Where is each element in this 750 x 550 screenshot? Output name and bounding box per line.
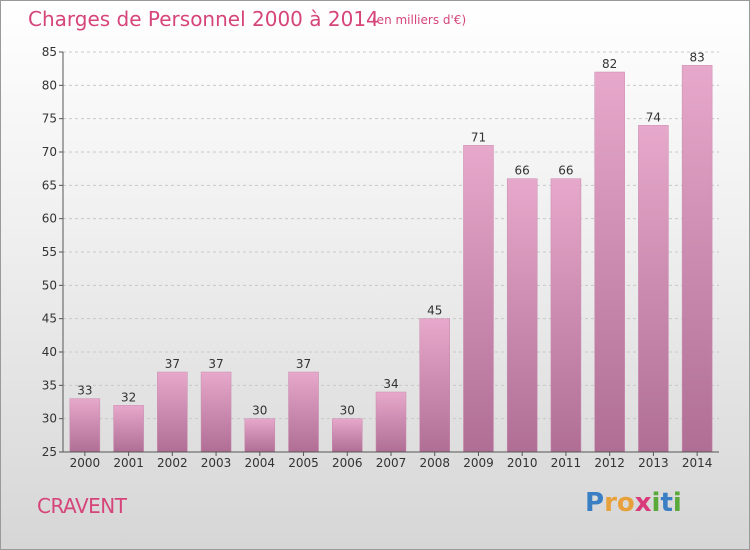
x-tick-label: 2009 [463, 456, 494, 470]
logo-letter: o [616, 488, 635, 518]
x-tick-label: 2011 [551, 456, 582, 470]
bar-value-label: 33 [77, 384, 92, 398]
bars: 33 32 37 37 30 37 30 34 45 71 66 66 82 74 83 [69, 50, 713, 453]
logo-letter: x [634, 488, 652, 518]
logo-letter: i [651, 488, 661, 518]
bar-value-label: 71 [471, 130, 486, 144]
axes: 25 30 35 40 45 50 55 60 65 70 75 80 85 2000 2001 2002 20… [42, 45, 719, 470]
bar-value-label: 30 [252, 404, 267, 418]
bar [157, 371, 188, 453]
y-tick-label: 50 [42, 278, 57, 292]
bar [419, 318, 450, 453]
logo-letter: t [660, 488, 673, 518]
x-tick-label: 2006 [332, 456, 363, 470]
x-tick-label: 2003 [201, 456, 232, 470]
x-tick-label: 2008 [419, 456, 450, 470]
y-tick-label: 40 [42, 345, 57, 359]
y-tick-label: 75 [42, 112, 57, 126]
x-tick-label: 2010 [507, 456, 538, 470]
logo-letter: i [672, 488, 682, 518]
bar [463, 145, 494, 453]
x-tick-label: 2005 [288, 456, 319, 470]
bar [506, 178, 538, 453]
bar-value-label: 34 [383, 377, 398, 391]
bar [113, 405, 144, 453]
bar-value-label: 74 [646, 110, 661, 124]
bar [594, 71, 625, 453]
x-tick-label: 2013 [638, 456, 669, 470]
bar-value-label: 37 [208, 357, 223, 371]
bar-value-label: 37 [165, 357, 180, 371]
logo-letter: P [585, 488, 605, 518]
y-tick-label: 65 [42, 178, 57, 192]
bar [69, 398, 101, 453]
x-tick-label: 2012 [594, 456, 625, 470]
y-tick-label: 45 [42, 312, 57, 326]
y-tick-label: 35 [42, 378, 57, 392]
bar-value-label: 30 [340, 404, 355, 418]
logo-letter: r [604, 488, 617, 518]
y-tick-label: 70 [42, 145, 57, 159]
x-tick-label: 2014 [682, 456, 713, 470]
y-tick-label: 80 [42, 78, 57, 92]
bar-value-label: 82 [602, 57, 617, 71]
y-tick-label: 30 [42, 412, 57, 426]
bar-value-label: 37 [296, 357, 311, 371]
bar [375, 391, 407, 453]
x-tick-label: 2007 [376, 456, 407, 470]
bar [244, 418, 276, 453]
bar [681, 65, 713, 453]
bar-value-label: 66 [558, 164, 573, 178]
bar [638, 125, 669, 453]
bar [550, 178, 582, 453]
x-tick-label: 2004 [245, 456, 276, 470]
bar [200, 371, 232, 453]
y-tick-label: 60 [42, 212, 57, 226]
bar-value-label: 45 [427, 304, 442, 318]
chart-title: Charges de Personnel 2000 à 2014 [28, 7, 379, 31]
x-tick-label: 2001 [113, 456, 144, 470]
x-tick-label: 2000 [70, 456, 101, 470]
bar-value-label: 32 [121, 390, 136, 404]
y-tick-label: 25 [42, 445, 57, 459]
bar [288, 371, 319, 453]
proxiti-logo: Proxiti [585, 488, 682, 518]
bar-value-label: 83 [689, 50, 704, 64]
bar-value-label: 66 [515, 164, 530, 178]
y-tick-label: 55 [42, 245, 57, 259]
chart-subtitle: (en milliers d'€) [372, 13, 467, 27]
x-tick-label: 2002 [157, 456, 188, 470]
y-tick-label: 85 [42, 45, 57, 59]
bar [332, 418, 363, 453]
commune-name: CRAVENT [37, 494, 127, 518]
